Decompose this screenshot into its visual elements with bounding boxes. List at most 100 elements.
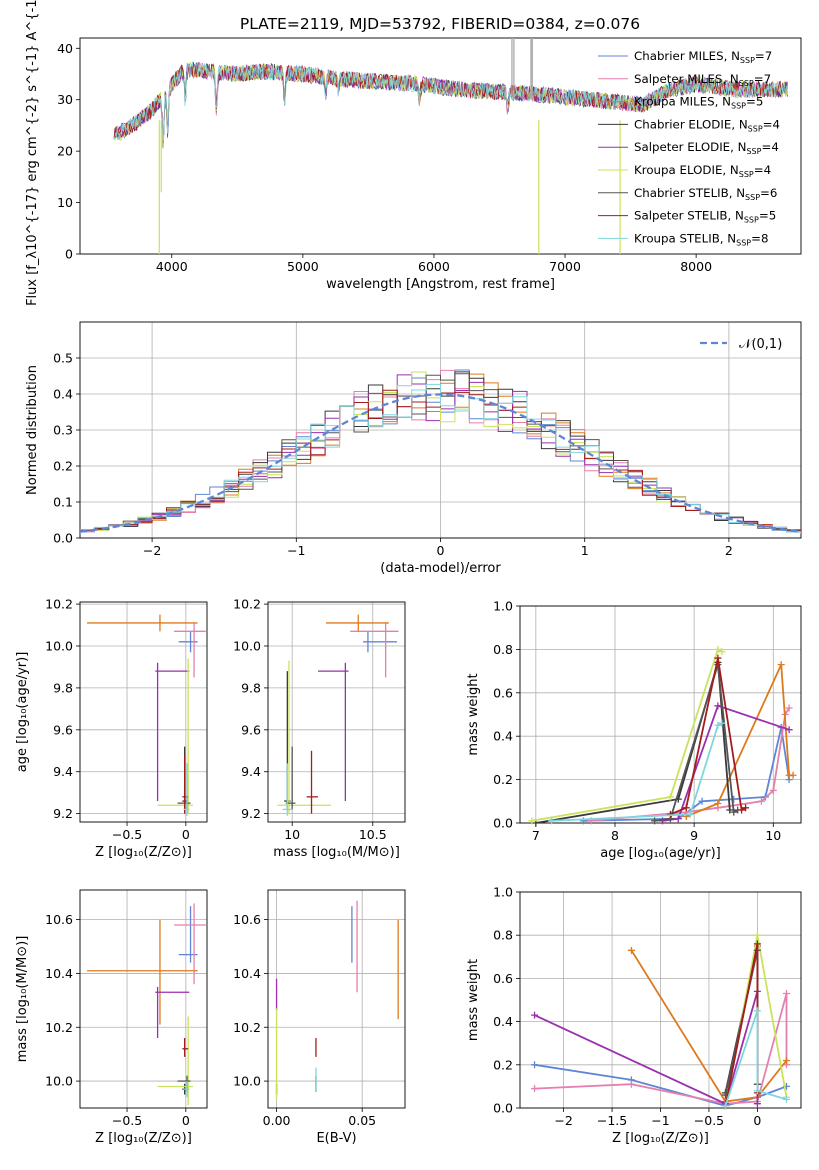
x-tick-label: −1 [651,1113,669,1128]
weight-marker [757,797,765,805]
mass_vs_EBV-panel: 0.00 0.05 10.0 10.2 10.4 10.6 E(B-V) [233,889,406,1146]
weight-marker [782,1056,790,1064]
y-tick-label: 0.6 [493,685,513,700]
weight-marker [714,645,722,653]
y-tick-label: 0.0 [53,531,73,546]
x-tick-label: 6000 [418,259,450,274]
x-tick-label: −1.5 [597,1113,627,1128]
x-tick-label: −2 [143,543,161,558]
y-tick-label: 9.8 [53,680,73,695]
axes-frame [79,889,208,1109]
y-axis-label: mass [log₁₀(M/M⊙)] [15,936,30,1063]
legend-entry: Salpeter MILES, NSSP=7 [634,72,771,88]
y-tick-label: 0.1 [53,495,73,510]
y-tick-label: 1.0 [493,599,513,614]
y-tick-label: 0 [65,247,73,262]
y-tick-label: 9.6 [53,722,73,737]
y-tick-label: 0.6 [493,971,513,986]
x-tick-label: 0.00 [263,1113,291,1128]
weight-marker [714,799,722,807]
weight-marker [785,726,793,734]
weight-line [531,648,723,822]
legend-entry: Salpeter STELIB, NSSP=5 [634,209,776,225]
legend-entry: Salpeter ELODIE, NSSP=4 [634,140,779,156]
y-tick-label: 0.2 [53,459,73,474]
residuals-panel: −2 −1 0 1 2 0.0 0.1 0.2 0.3 0.4 0.5 (data-model)/er… [25,321,802,576]
gaussian-curve [79,393,802,533]
y-tick-label: 9.2 [53,806,73,821]
y-tick-label: 0.4 [493,729,513,744]
y-tick-label: 0.2 [493,772,513,787]
weight-marker [682,804,690,812]
age_vs_Z-panel: −0.5 0 9.2 9.4 9.6 9.8 10.0 10.2 Z [log₁₀(Z/Z⊙)]… [15,597,208,860]
weight-marker [769,786,777,794]
x-tick-label: 0 [437,543,445,558]
axes-frame [79,37,802,255]
y-tick-label: 9.6 [241,722,261,737]
weight_vs_age-panel: 7 8 9 10 0.0 0.2 0.4 0.6 0.8 1.0 age [log₁₀(age/yr… [466,599,802,861]
x-axis-label: age [log₁₀(age/yr)] [600,846,721,861]
y-tick-label: 40 [57,41,73,56]
weight-marker [714,721,722,729]
weight-marker [753,931,761,939]
axes-frame [79,321,802,539]
weight-line [630,949,788,1103]
weight-marker [726,806,734,814]
x-tick-label: 4000 [156,259,188,274]
x-tick-label: 8000 [680,259,712,274]
y-axis-label: Flux [f_λ10^{-17} erg cm^{-2} s^{-1} A^{… [25,0,40,306]
weight-marker [714,702,722,710]
weight-line [591,707,790,822]
y-axis-label: mass weight [466,959,481,1041]
weight-marker [531,1061,539,1069]
y-tick-label: 9.8 [241,680,261,695]
y-tick-label: 10.0 [45,639,73,654]
weight-line [724,1010,787,1107]
x-axis-label: (data-model)/error [380,561,501,576]
weight-marker [753,1007,761,1015]
x-tick-label: −0.5 [112,827,142,842]
weight-marker [738,806,746,814]
x-tick-label: 9 [690,828,698,843]
weight-marker [698,797,706,805]
axes-frame [267,601,406,823]
figure-title: PLATE=2119, MJD=53792, FIBERID=0384, z=0… [240,15,640,33]
x-axis-label: Z [log₁₀(Z/Z⊙)] [95,1131,192,1146]
x-tick-label: 0.05 [348,1113,376,1128]
x-tick-label: −1 [287,543,305,558]
x-tick-label: 2 [725,543,733,558]
x-tick-label: 7000 [549,259,581,274]
x-tick-label: 10 [284,827,300,842]
y-tick-label: 0.4 [53,387,73,402]
x-tick-label: −2 [554,1113,572,1128]
axes-frame [519,605,802,824]
y-tick-label: 10 [57,195,73,210]
y-tick-label: 10.2 [45,1020,73,1035]
x-tick-label: 0 [753,1113,761,1128]
y-tick-label: 9.4 [241,764,261,779]
weight_vs_Z-panel: −2 −1.5 −1 −0.5 0 0.0 0.2 0.4 0.6 0.8 1.0 Z [log₁₀(… [466,885,802,1146]
gaussian-legend-label: 𝒩(0,1) [739,337,782,352]
x-axis-label: wavelength [Angstrom, rest frame] [326,277,555,292]
weight-marker [785,704,793,712]
weight-marker [651,817,659,825]
weight-marker [531,1085,539,1093]
y-axis-label: mass weight [466,673,481,755]
weight-marker [777,661,785,669]
weight-marker [528,817,536,825]
weight-marker [753,1100,761,1108]
weight-marker [666,793,674,801]
y-tick-label: 30 [57,92,73,107]
weight-marker [627,1080,635,1088]
weight-marker [753,1087,761,1095]
weight-marker [674,815,682,823]
y-tick-label: 10.4 [233,966,261,981]
y-tick-label: 10.6 [45,912,73,927]
x-tick-label: 0 [182,1113,190,1128]
y-axis-label: Normed distribution [25,365,40,495]
legend-entry: Chabrier ELODIE, NSSP=4 [634,117,780,133]
weight-marker [686,810,694,818]
weight-marker [742,804,750,812]
x-tick-label: 10.5 [359,827,387,842]
